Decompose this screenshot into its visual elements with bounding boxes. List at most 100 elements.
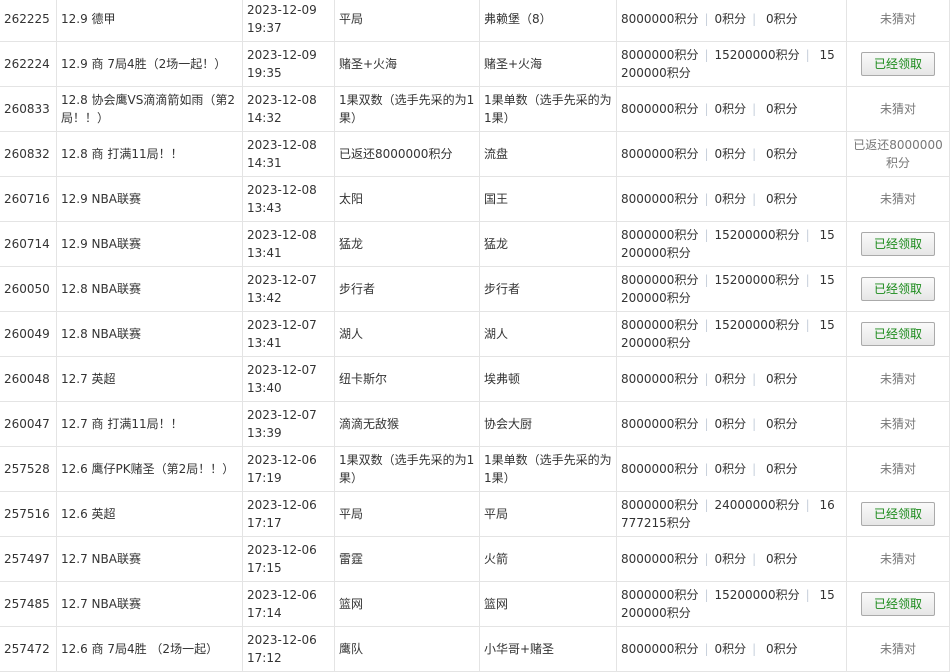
stake-points: 8000000积分 [621, 273, 699, 287]
separator: | [752, 417, 757, 431]
separator: | [704, 552, 709, 566]
match-result: 协会大厨 [484, 417, 533, 431]
bet-date: 2023-12-06 [247, 498, 317, 512]
points-cell: 8000000积分 | 0积分 | 0积分 [616, 446, 847, 492]
bet-id-cell: 262224 [0, 41, 57, 87]
pick-cell: 太阳 [334, 176, 480, 222]
claimed-button[interactable]: 已经领取 [861, 322, 935, 346]
match-name: 12.9 德甲 [61, 12, 116, 26]
table-row: 260047 12.7 商 打满11局！！ 2023-12-07 13:39 滴滴无敌猴… [0, 401, 950, 447]
result-cell: 1果单数（选手先采的为1果） [479, 446, 617, 492]
match-cell: 12.9 商 7局4胜（2场一起！） [56, 41, 243, 87]
bet-time: 13:42 [247, 291, 282, 305]
match-result: 1果单数（选手先采的为1果） [484, 93, 612, 125]
payout-points: 0积分 [714, 102, 747, 116]
points-cell: 8000000积分 | 0积分 | 0积分 [616, 626, 847, 672]
bet-date: 2023-12-07 [247, 273, 317, 287]
time-cell: 2023-12-07 13:39 [242, 401, 335, 447]
stake-points: 8000000积分 [621, 12, 699, 26]
separator: | [704, 147, 709, 161]
pick-cell: 平局 [334, 0, 480, 42]
claimed-button[interactable]: 已经领取 [861, 232, 935, 256]
match-result: 篮网 [484, 597, 509, 611]
match-result: 弗赖堡（8） [484, 12, 552, 26]
match-name: 12.7 商 打满11局！！ [61, 417, 183, 431]
claimed-button[interactable]: 已经领取 [861, 592, 935, 616]
earned-points: 0积分 [766, 102, 798, 116]
payout-points: 24000000积分 [714, 498, 800, 512]
match-cell: 12.9 NBA联赛 [56, 221, 243, 267]
match-cell: 12.7 NBA联赛 [56, 581, 243, 627]
time-cell: 2023-12-09 19:35 [242, 41, 335, 87]
pick-cell: 雷霆 [334, 536, 480, 582]
match-cell: 12.9 NBA联赛 [56, 176, 243, 222]
bet-date: 2023-12-06 [247, 453, 317, 467]
bet-date: 2023-12-07 [247, 318, 317, 332]
stake-points: 8000000积分 [621, 462, 699, 476]
claimed-button[interactable]: 已经领取 [861, 502, 935, 526]
points-cell: 8000000积分 | 0积分 | 0积分 [616, 131, 847, 177]
separator: | [752, 552, 757, 566]
table-row: 260714 12.9 NBA联赛 2023-12-08 13:41 猛龙 猛龙 80000… [0, 221, 950, 267]
match-name: 12.9 NBA联赛 [61, 192, 141, 206]
claimed-button[interactable]: 已经领取 [861, 277, 935, 301]
payout-points: 15200000积分 [714, 588, 800, 602]
separator: | [805, 588, 810, 602]
bet-time: 17:15 [247, 561, 282, 575]
bet-id-cell: 260047 [0, 401, 57, 447]
payout-points: 15200000积分 [714, 318, 800, 332]
status-text: 未猜对 [879, 192, 916, 206]
bet-id: 260050 [4, 282, 50, 296]
points-cell: 8000000积分 | 15200000积分 | 15200000积分 [616, 41, 847, 87]
user-pick: 滴滴无敌猴 [339, 417, 400, 431]
bet-date: 2023-12-08 [247, 228, 317, 242]
bet-id-cell: 257472 [0, 626, 57, 672]
match-result: 埃弗顿 [484, 372, 521, 386]
pick-cell: 纽卡斯尔 [334, 356, 480, 402]
time-cell: 2023-12-06 17:17 [242, 491, 335, 537]
match-name: 12.8 商 打满11局！！ [61, 147, 183, 161]
table-row: 260050 12.8 NBA联赛 2023-12-07 13:42 步行者 步行者 800… [0, 266, 950, 312]
match-result: 湖人 [484, 327, 509, 341]
bet-id: 260048 [4, 372, 50, 386]
bet-id-cell: 260716 [0, 176, 57, 222]
time-cell: 2023-12-06 17:14 [242, 581, 335, 627]
bet-id: 260833 [4, 102, 50, 116]
bet-date: 2023-12-06 [247, 543, 317, 557]
separator: | [704, 372, 709, 386]
pick-cell: 1果双数（选手先采的为1果） [334, 446, 480, 492]
bet-id-cell: 260049 [0, 311, 57, 357]
separator: | [704, 228, 709, 242]
bet-id: 260714 [4, 237, 50, 251]
match-name: 12.7 NBA联赛 [61, 552, 141, 566]
match-cell: 12.8 协会鹰VS滴滴箭如雨（第2局！！） [56, 86, 243, 132]
status-text: 未猜对 [879, 372, 916, 386]
payout-points: 0积分 [714, 12, 747, 26]
status-text: 未猜对 [879, 417, 916, 431]
bet-date: 2023-12-07 [247, 363, 317, 377]
status-cell: 未猜对 [846, 86, 950, 132]
pick-cell: 赌圣+火海 [334, 41, 480, 87]
bet-id-cell: 260050 [0, 266, 57, 312]
match-cell: 12.8 NBA联赛 [56, 266, 243, 312]
bet-id-cell: 257485 [0, 581, 57, 627]
payout-points: 0积分 [714, 417, 747, 431]
earned-points: 15200000积分 [621, 318, 835, 350]
bet-time: 14:31 [247, 156, 282, 170]
claimed-button[interactable]: 已经领取 [861, 52, 935, 76]
user-pick: 1果双数（选手先采的为1果） [339, 93, 475, 125]
bet-id: 260832 [4, 147, 50, 161]
separator: | [752, 642, 757, 656]
separator: | [752, 372, 757, 386]
table-row: 260833 12.8 协会鹰VS滴滴箭如雨（第2局！！） 2023-12-08 14… [0, 86, 950, 132]
bet-time: 14:32 [247, 111, 282, 125]
match-name: 12.6 鹰仔PK赌圣（第2局！！） [61, 462, 235, 476]
stake-points: 8000000积分 [621, 588, 699, 602]
bet-id-cell: 260832 [0, 131, 57, 177]
bet-id-cell: 260833 [0, 86, 57, 132]
bet-date: 2023-12-09 [247, 3, 317, 17]
table-row: 262225 12.9 德甲 2023-12-09 19:37 平局 弗赖堡（8） 8000… [0, 0, 950, 42]
result-cell: 协会大厨 [479, 401, 617, 447]
match-cell: 12.7 商 打满11局！！ [56, 401, 243, 447]
